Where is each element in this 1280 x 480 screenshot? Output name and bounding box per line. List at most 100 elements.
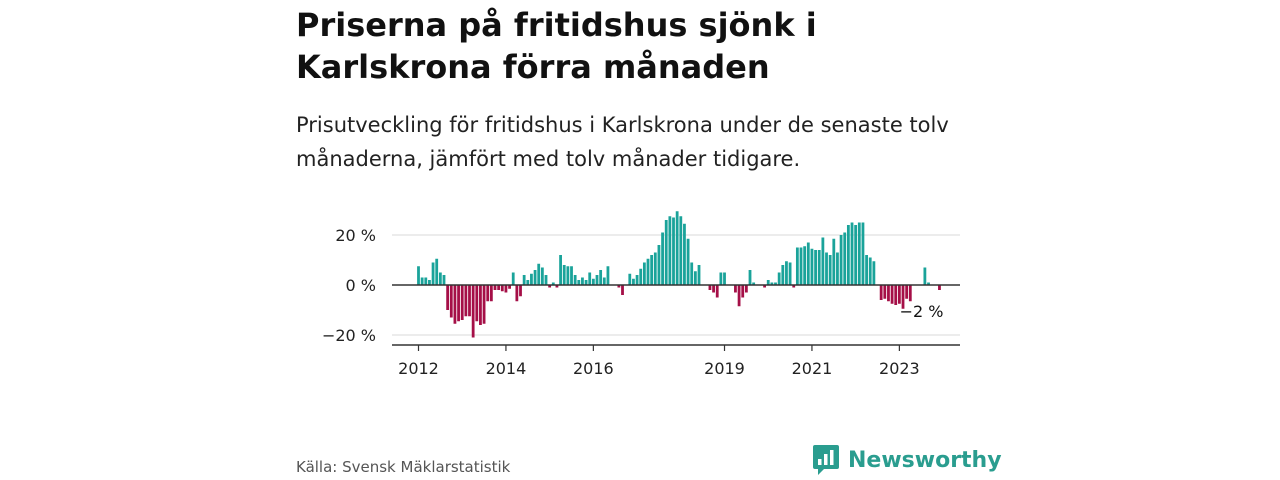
x-tick-label: 2019 bbox=[704, 359, 745, 378]
bar bbox=[843, 232, 847, 285]
bar bbox=[708, 285, 712, 290]
bar bbox=[836, 252, 839, 285]
bar bbox=[879, 285, 883, 300]
bar bbox=[894, 285, 898, 305]
bar bbox=[868, 257, 872, 285]
bar bbox=[420, 277, 424, 285]
bar bbox=[417, 266, 420, 285]
bar bbox=[905, 285, 909, 299]
bar bbox=[850, 222, 854, 285]
x-tick-label: 2016 bbox=[573, 359, 614, 378]
bar bbox=[617, 285, 621, 288]
bar bbox=[577, 280, 581, 285]
x-tick-label: 2014 bbox=[486, 359, 527, 378]
bar bbox=[890, 285, 894, 304]
bar bbox=[803, 246, 807, 285]
bar bbox=[621, 285, 624, 295]
bar bbox=[901, 285, 905, 309]
bar bbox=[887, 285, 890, 302]
bar bbox=[748, 270, 752, 285]
bar bbox=[639, 268, 643, 285]
bar bbox=[526, 280, 530, 285]
bar bbox=[795, 247, 799, 285]
bar bbox=[686, 238, 690, 285]
bar bbox=[825, 252, 828, 285]
bar bbox=[938, 285, 941, 290]
y-tick-label: −20 % bbox=[322, 326, 376, 345]
bar bbox=[770, 282, 774, 285]
bar bbox=[923, 267, 927, 285]
bar bbox=[599, 270, 603, 285]
bar bbox=[672, 217, 675, 285]
bar bbox=[551, 282, 555, 285]
bar bbox=[595, 275, 599, 285]
bar bbox=[792, 285, 796, 288]
bar bbox=[697, 265, 701, 285]
bar bbox=[482, 285, 486, 324]
bar bbox=[446, 285, 450, 310]
bar bbox=[763, 285, 766, 288]
bar bbox=[460, 285, 464, 320]
bar bbox=[897, 285, 901, 304]
bar bbox=[693, 271, 697, 285]
x-tick-label: 2012 bbox=[398, 359, 439, 378]
page-title: Priserna på fritidshus sjönk i Karlskron… bbox=[296, 6, 817, 86]
bar bbox=[777, 272, 781, 285]
bar bbox=[814, 250, 817, 285]
bar bbox=[675, 211, 679, 285]
bar bbox=[861, 222, 865, 285]
bar bbox=[642, 262, 646, 285]
bar bbox=[628, 273, 632, 285]
bar bbox=[431, 262, 435, 285]
bar bbox=[566, 266, 570, 285]
bar bbox=[774, 282, 777, 285]
bar bbox=[511, 272, 515, 285]
bar bbox=[821, 237, 825, 285]
bar bbox=[632, 278, 635, 285]
bar bbox=[522, 275, 526, 285]
bar bbox=[435, 258, 439, 285]
bar bbox=[854, 225, 858, 285]
x-tick-label: 2023 bbox=[879, 359, 920, 378]
bar bbox=[428, 280, 431, 285]
bar bbox=[533, 270, 537, 285]
bar bbox=[591, 278, 595, 285]
bar bbox=[442, 275, 446, 285]
bar bbox=[872, 261, 876, 285]
bar bbox=[508, 285, 511, 289]
bar bbox=[449, 285, 453, 318]
bar bbox=[540, 267, 544, 285]
bar bbox=[544, 275, 548, 285]
bar bbox=[562, 265, 566, 285]
bar bbox=[650, 255, 654, 285]
bar bbox=[515, 285, 519, 302]
bar-chart: 20 % 0 % −20 % 2012 2014 2016 2019 2021 2023 −2… bbox=[322, 211, 960, 378]
bar bbox=[679, 216, 683, 285]
bar bbox=[865, 255, 868, 285]
bar bbox=[581, 277, 584, 285]
bar bbox=[744, 285, 748, 293]
bar bbox=[908, 285, 912, 302]
bar bbox=[683, 223, 686, 285]
bar bbox=[635, 275, 639, 285]
bar bbox=[559, 255, 562, 285]
axes bbox=[392, 284, 960, 346]
bar bbox=[584, 280, 588, 285]
bar bbox=[668, 216, 672, 285]
bar bbox=[548, 285, 552, 288]
bar bbox=[555, 285, 559, 288]
bar bbox=[606, 266, 610, 285]
bar bbox=[661, 232, 664, 285]
bar bbox=[519, 285, 522, 297]
page-subtitle: Prisutveckling för fritidshus i Karlskro… bbox=[296, 113, 949, 171]
bar bbox=[723, 272, 726, 285]
bar bbox=[588, 272, 592, 285]
bar bbox=[479, 285, 482, 325]
bar bbox=[712, 285, 715, 293]
bar bbox=[438, 272, 442, 285]
bar bbox=[737, 285, 741, 307]
bar bbox=[766, 280, 770, 285]
bar bbox=[657, 245, 661, 285]
bar bbox=[788, 262, 792, 285]
bar bbox=[857, 222, 861, 285]
